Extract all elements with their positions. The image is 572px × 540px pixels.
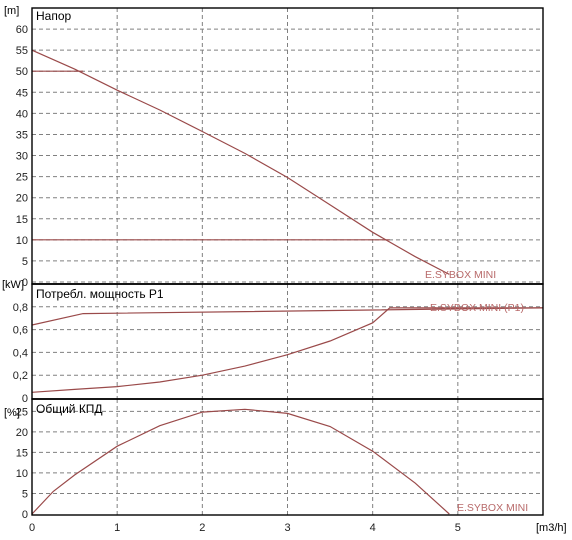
y-tick-label: 40 — [16, 108, 28, 120]
x-tick-label: 5 — [455, 522, 461, 534]
y-tick-label: 15 — [16, 214, 28, 226]
x-tick-label: 2 — [199, 522, 205, 534]
y-tick-label: 45 — [16, 87, 28, 99]
y-tick-label: 25 — [16, 406, 28, 418]
series-label: E.SYBOX MINI — [425, 269, 496, 281]
y-tick-label: 0,4 — [13, 347, 28, 359]
y-tick-label: 50 — [16, 66, 28, 78]
y-tick-label: 30 — [16, 151, 28, 163]
y-tick-label: 0,2 — [13, 370, 28, 382]
y-tick-label: 0,8 — [13, 302, 28, 314]
x-tick-label: 4 — [370, 522, 376, 534]
x-tick-label: 3 — [284, 522, 290, 534]
grid-lines — [32, 8, 543, 515]
y-unit-label: [kW] — [2, 279, 24, 291]
y-tick-label: 15 — [16, 447, 28, 459]
y-tick-label: 20 — [16, 427, 28, 439]
y-tick-label: 10 — [16, 468, 28, 480]
y-tick-label: 10 — [16, 235, 28, 247]
y-tick-label: 0 — [22, 393, 28, 405]
y-tick-label: 5 — [22, 488, 28, 500]
y-tick-label: 0 — [22, 277, 28, 289]
y-tick-label: 25 — [16, 172, 28, 184]
x-axis-label: [m3/h] — [536, 522, 567, 534]
x-tick-label: 1 — [114, 522, 120, 534]
panel-frames — [31, 7, 544, 516]
y-tick-label: 20 — [16, 193, 28, 205]
panel-title: Напор — [36, 9, 72, 23]
y-tick-label: 5 — [22, 256, 28, 268]
series-label: E.SYBOX MINI — [457, 502, 528, 514]
y-tick-label: 35 — [16, 129, 28, 141]
y-unit-label: [%] — [4, 407, 20, 419]
y-tick-label: 0,6 — [13, 325, 28, 337]
performance-curve — [31, 408, 450, 515]
y-unit-label: [m] — [4, 5, 19, 17]
reference-line — [31, 307, 544, 326]
performance-curve — [31, 49, 450, 275]
panel-title: Потребл. мощность P1 — [36, 287, 164, 301]
y-tick-label: 60 — [16, 24, 28, 36]
x-tick-label: 0 — [29, 522, 35, 534]
y-tick-label: 0 — [22, 509, 28, 521]
series-label: E.SYBOX MINI (P1) — [430, 302, 524, 314]
panel-title: Общий КПД — [36, 402, 103, 416]
y-tick-label: 55 — [16, 45, 28, 57]
performance-curve — [31, 307, 543, 393]
curve-layer — [31, 49, 544, 515]
